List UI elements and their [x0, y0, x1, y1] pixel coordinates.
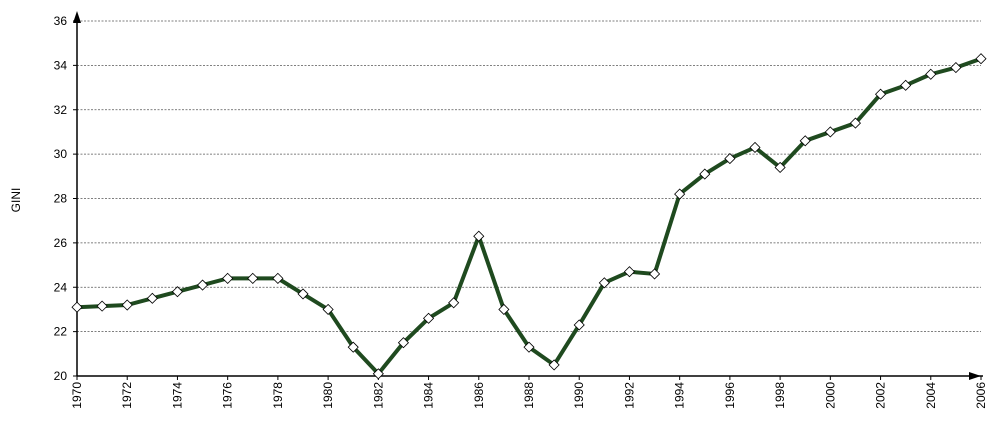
- y-tick-label: 32: [54, 103, 68, 117]
- x-tick-label: 1994: [673, 382, 687, 409]
- data-point: [146, 292, 158, 304]
- data-point: [598, 277, 610, 289]
- x-tick-label: 2004: [924, 382, 938, 409]
- data-point: [925, 68, 937, 80]
- data-point: [874, 88, 887, 100]
- data-point: [849, 117, 862, 129]
- x-tick-label: 2000: [823, 382, 837, 409]
- data-point: [222, 272, 234, 284]
- data-point: [196, 279, 209, 291]
- x-tick-label: 1982: [371, 382, 385, 409]
- y-tick-label: 28: [54, 192, 68, 206]
- data-point: [749, 141, 761, 154]
- data-point: [674, 188, 686, 200]
- y-axis-label: GINI: [9, 188, 23, 213]
- x-tick-label: 1970: [70, 382, 84, 409]
- data-point: [623, 266, 636, 278]
- x-tick-label: 1974: [170, 382, 184, 409]
- data-point: [71, 301, 83, 313]
- data-point: [824, 126, 836, 138]
- data-point: [699, 168, 711, 180]
- y-tick-label: 26: [54, 236, 68, 250]
- x-tick-label: 1976: [221, 382, 235, 409]
- y-tick-label: 24: [54, 280, 68, 294]
- data-point: [523, 341, 535, 353]
- data-point: [799, 135, 811, 147]
- data-line: [76, 56, 982, 376]
- y-tick-label: 34: [54, 58, 68, 72]
- x-axis-arrow: [969, 372, 981, 380]
- data-point: [297, 288, 309, 300]
- x-tick-label: 1984: [422, 382, 436, 409]
- data-point: [498, 303, 510, 316]
- data-point: [900, 79, 912, 91]
- y-tick-label: 22: [54, 325, 68, 339]
- data-point: [648, 268, 661, 280]
- data-point: [372, 368, 384, 380]
- data-point: [96, 300, 108, 312]
- y-axis-arrow: [73, 11, 81, 23]
- data-point: [548, 359, 560, 371]
- x-tick-label: 1980: [321, 382, 335, 409]
- data-point: [397, 337, 410, 349]
- x-tick-label: 1978: [271, 382, 285, 409]
- x-tick-label: 1996: [723, 382, 737, 409]
- data-point: [347, 341, 359, 353]
- y-tick-label: 36: [54, 14, 68, 28]
- data-point: [272, 272, 284, 284]
- data-point: [975, 53, 987, 65]
- x-tick-label: 1992: [622, 382, 636, 409]
- data-point: [724, 152, 736, 165]
- data-point: [473, 230, 485, 242]
- data-point: [322, 303, 334, 316]
- data-point: [422, 312, 435, 324]
- data-point: [774, 161, 786, 174]
- data-point: [171, 286, 184, 298]
- data-point: [573, 319, 585, 331]
- y-tick-label: 20: [54, 369, 68, 383]
- data-point: [950, 62, 962, 74]
- x-tick-label: 2002: [874, 382, 888, 409]
- x-tick-label: 1990: [572, 382, 586, 409]
- x-tick-label: 1986: [472, 382, 486, 409]
- x-tick-label: 1998: [773, 382, 787, 409]
- data-point: [448, 297, 460, 309]
- y-tick-label: 30: [54, 147, 68, 161]
- x-tick-label: 2006: [974, 382, 988, 409]
- x-tick-label: 1988: [522, 382, 536, 409]
- data-point: [247, 272, 259, 284]
- x-tick-label: 1972: [120, 382, 134, 409]
- data-point: [121, 299, 133, 311]
